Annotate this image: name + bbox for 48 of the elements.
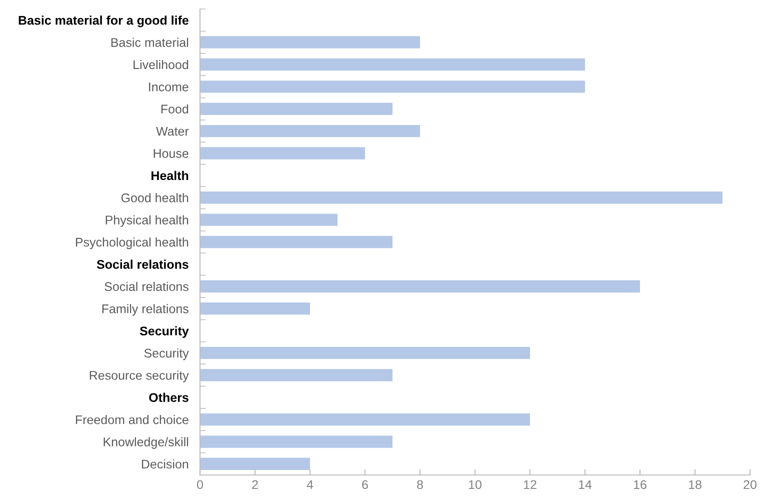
y-tick-label: Basic material for a good life	[18, 16, 188, 28]
bar	[200, 236, 392, 248]
y-tick-label: Social relations	[96, 260, 188, 269]
y-tick-label: Resource security	[90, 370, 189, 382]
y-tick-label: Family relations	[102, 304, 188, 316]
x-tick-label: 16	[634, 480, 646, 490]
x-tick-label: 8	[417, 480, 423, 490]
bar	[200, 458, 310, 470]
bar	[200, 102, 392, 115]
x-tick-label: 6	[362, 480, 368, 490]
bar	[200, 58, 585, 71]
bar	[200, 192, 722, 204]
y-tick-label: Food	[161, 104, 188, 114]
y-tick-label: Social relations	[104, 282, 188, 292]
y-tick-label: Basic material	[111, 38, 188, 47]
bar	[200, 124, 420, 138]
bar	[200, 369, 392, 382]
y-tick-label: Health	[152, 170, 188, 180]
y-tick-label: Physical health	[106, 215, 188, 227]
y-tick-label: Water	[156, 126, 189, 136]
x-tick-label: 18	[689, 480, 702, 490]
y-tick-label: Good health	[121, 193, 188, 202]
x-tick-label: 12	[524, 480, 536, 489]
bar	[200, 80, 585, 93]
y-tick-label: Income	[149, 82, 188, 92]
y-tick-label: Livelihood	[134, 60, 188, 70]
y-tick-label: Security	[140, 326, 189, 338]
y-tick-label: House	[154, 149, 188, 158]
bar	[200, 302, 310, 315]
y-tick-label: Others	[149, 392, 188, 402]
x-tick-label: 20	[744, 480, 756, 490]
y-tick-label: Security	[144, 348, 189, 360]
x-tick-label: 0	[197, 480, 203, 490]
y-tick-label: Knowledge/skill	[104, 437, 188, 449]
bar	[200, 436, 392, 448]
y-tick-label: Freedom and choice	[76, 414, 188, 424]
x-tick-label: 10	[469, 480, 482, 490]
bar	[200, 413, 530, 426]
bar	[200, 147, 365, 160]
y-tick-label: Decision	[142, 459, 188, 469]
bar	[200, 214, 338, 226]
x-tick-label: 4	[306, 480, 314, 489]
bar	[200, 280, 640, 292]
x-tick-label: 14	[579, 480, 592, 489]
bar	[200, 346, 530, 360]
bar	[200, 36, 420, 48]
x-tick-label: 2	[252, 480, 258, 489]
y-tick-label: Psychological health	[76, 237, 188, 250]
